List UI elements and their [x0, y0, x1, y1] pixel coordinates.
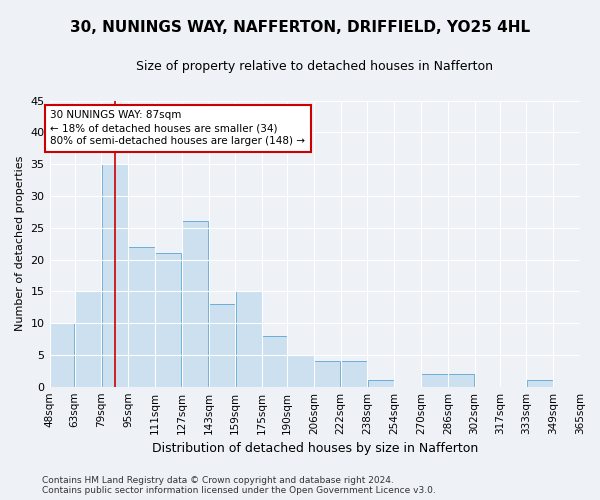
Bar: [421, 374, 448, 386]
X-axis label: Distribution of detached houses by size in Nafferton: Distribution of detached houses by size …: [152, 442, 478, 455]
Bar: [182, 222, 208, 386]
Title: Size of property relative to detached houses in Nafferton: Size of property relative to detached ho…: [136, 60, 493, 73]
Bar: [128, 247, 155, 386]
Bar: [262, 336, 287, 386]
Bar: [314, 361, 340, 386]
Bar: [368, 380, 394, 386]
Text: 30 NUNINGS WAY: 87sqm
← 18% of detached houses are smaller (34)
80% of semi-deta: 30 NUNINGS WAY: 87sqm ← 18% of detached …: [50, 110, 305, 146]
Bar: [209, 304, 235, 386]
Text: 30, NUNINGS WAY, NAFFERTON, DRIFFIELD, YO25 4HL: 30, NUNINGS WAY, NAFFERTON, DRIFFIELD, Y…: [70, 20, 530, 35]
Y-axis label: Number of detached properties: Number of detached properties: [15, 156, 25, 332]
Bar: [155, 253, 181, 386]
Bar: [101, 164, 128, 386]
Bar: [287, 355, 314, 386]
Bar: [527, 380, 553, 386]
Bar: [50, 323, 74, 386]
Bar: [236, 292, 262, 386]
Bar: [341, 361, 367, 386]
Bar: [448, 374, 475, 386]
Text: Contains HM Land Registry data © Crown copyright and database right 2024.
Contai: Contains HM Land Registry data © Crown c…: [42, 476, 436, 495]
Bar: [75, 292, 101, 386]
